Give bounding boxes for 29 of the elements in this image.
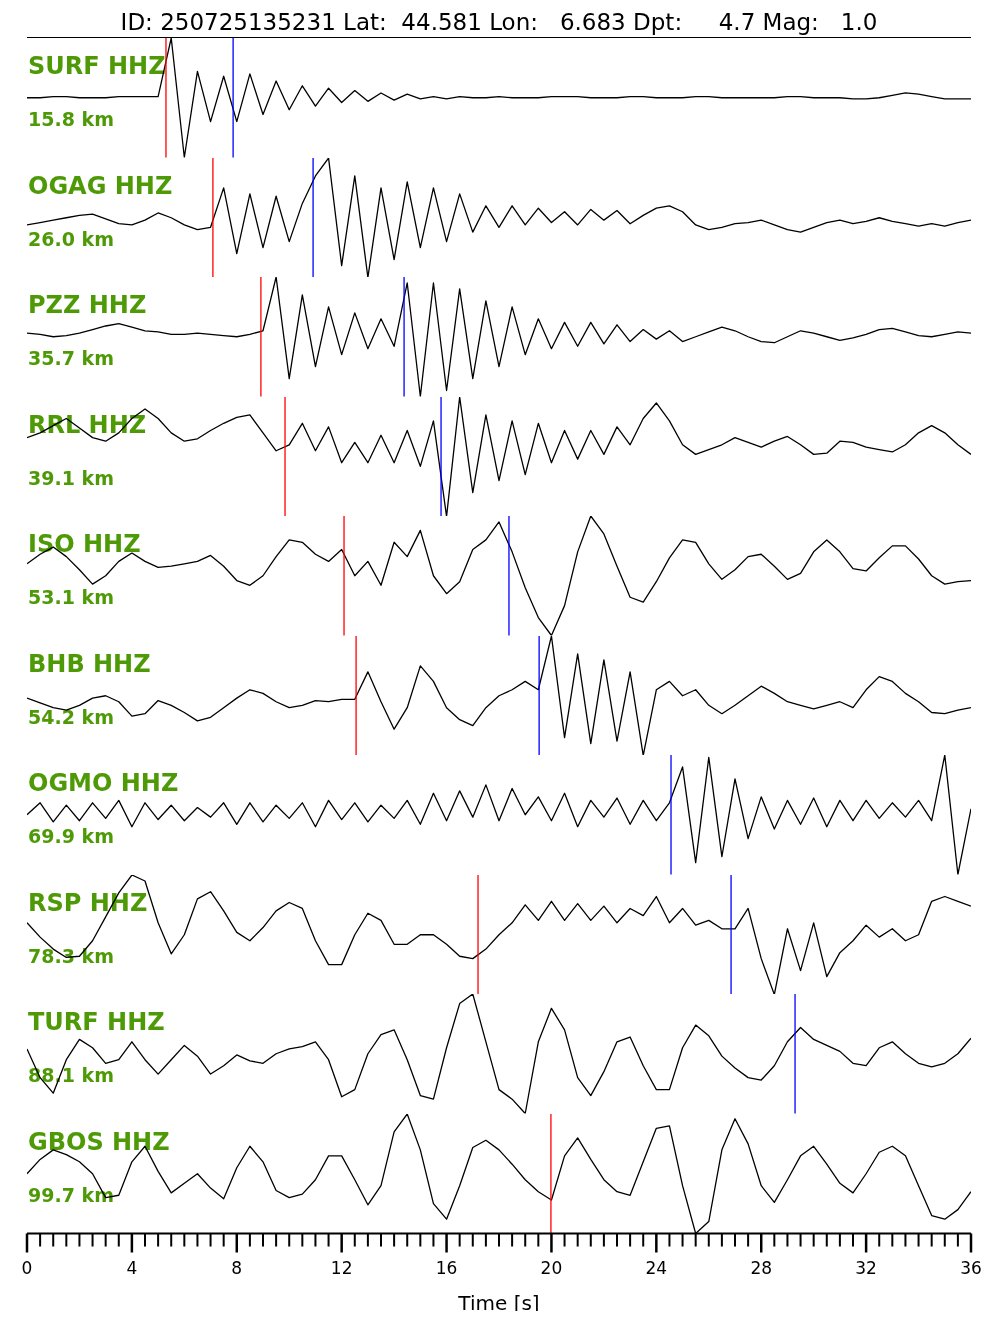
text: 35.7 km [28,347,114,369]
text: ID: 250725135231 Lat: 44.581 Lon: 6.683 Dpt: 4.7 Mag: 1.0 [119,8,879,36]
text: 39.1 km [28,466,114,489]
x-tick-label: 8 [231,1257,243,1277]
x-tick-label: 0 [21,1257,33,1277]
x-tick-label: 24 [645,1257,668,1277]
x-tick-label: 4 [126,1257,138,1277]
text: TURF HHZ [28,1008,165,1036]
text: ISO HHZ [28,530,141,558]
text: 69.9 km [28,825,114,847]
x-tick-label: 20 [540,1257,563,1277]
x-tick-label: 28 [750,1257,773,1277]
x-axis-title: Time [s] [457,1290,540,1314]
text: 54.2 km [28,705,114,728]
x-tick-label: 32 [855,1257,877,1277]
text: BHB HHZ [28,649,151,678]
text: 15.8 km [28,108,114,130]
x-tick-label: 36 [960,1257,982,1277]
text: 99.7 km [28,1183,114,1206]
text: GBOS HHZ [28,1127,170,1156]
x-tick-label: 16 [435,1257,458,1277]
text: SURF HHZ [28,52,166,80]
text: 53.1 km [28,586,114,608]
text: 78.3 km [28,944,114,967]
text: OGAG HHZ [28,171,173,200]
text: 26.0 km [28,227,114,250]
text: OGMO HHZ [28,769,179,797]
x-tick-label: 12 [330,1257,353,1277]
text: PZZ HHZ [28,291,147,319]
